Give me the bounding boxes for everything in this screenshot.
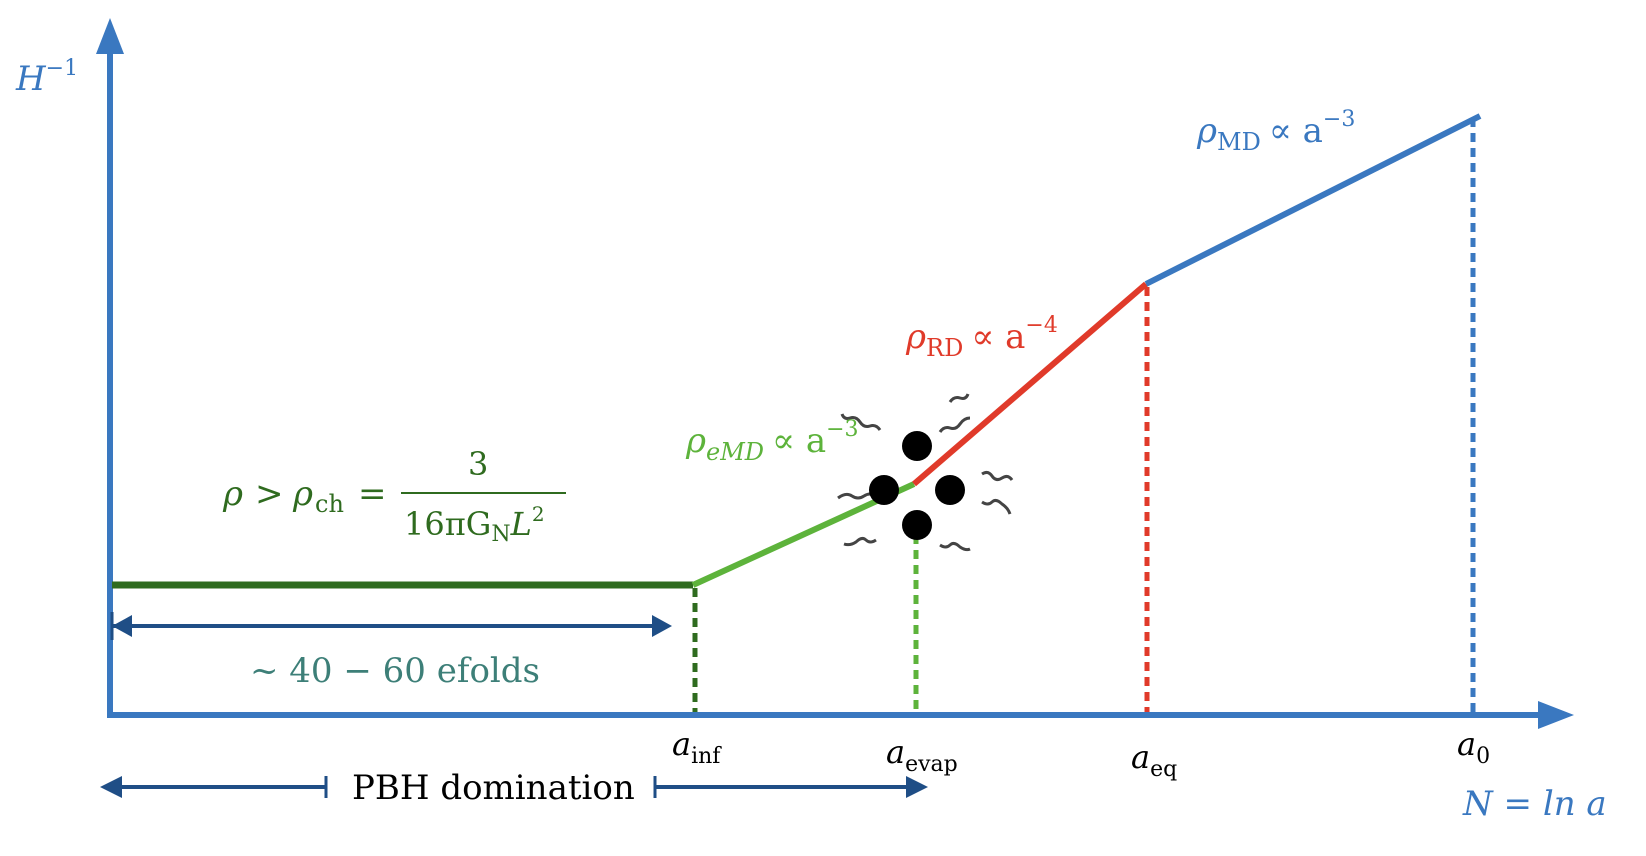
- svg-text:ρMD∝ a−3: ρMD ∝ a−3: [1196, 107, 1355, 156]
- svg-text:ρ: ρ: [292, 474, 313, 514]
- svg-text:ρ: ρ: [222, 474, 243, 514]
- pbh-dot-left: [869, 475, 899, 505]
- axes: [96, 18, 1574, 729]
- tick-a-0: a0: [1457, 725, 1490, 769]
- segment-md: [1144, 113, 1482, 287]
- tick-labels: ainf aevap aeq a0: [672, 725, 1490, 782]
- label-rho-rd: ρRD ∝ a−4: [905, 313, 1058, 362]
- tick-a-evap: aevap: [886, 733, 958, 777]
- pbh-dot-top: [902, 431, 932, 461]
- svg-text:>: >: [255, 474, 284, 514]
- pbh-domination-arrows: [100, 776, 928, 798]
- pbh-domination-label: PBH domination: [352, 768, 635, 808]
- pbh-cluster-icon: [837, 393, 1014, 552]
- svg-text:ρRD∝ a−4: ρRD ∝ a−4: [905, 313, 1058, 362]
- svg-text:=: =: [358, 474, 387, 514]
- x-axis-arrowhead: [1538, 701, 1574, 729]
- tick-a-eq: aeq: [1131, 738, 1177, 782]
- x-axis-label: N = ln a: [1462, 784, 1607, 824]
- y-axis-arrowhead: [96, 18, 124, 54]
- label-rho-ch: ρ > ρ ch = 3 16πGNL2: [222, 445, 566, 547]
- svg-text:ρeMD∝ a−3: ρeMD ∝ a−3: [685, 417, 859, 466]
- label-rho-md: ρMD ∝ a−3: [1196, 107, 1355, 156]
- pbh-dot-bottom: [902, 510, 932, 540]
- pbh-dot-right: [935, 475, 965, 505]
- svg-text:ch: ch: [315, 490, 344, 518]
- svg-text:3: 3: [468, 445, 488, 483]
- tick-a-inf: ainf: [672, 725, 722, 769]
- label-rho-emd: ρeMD ∝ a−3: [685, 417, 859, 466]
- segment-rd: [912, 281, 1148, 487]
- efolds-label: ~ 40 − 60 efolds: [250, 651, 540, 691]
- transition-markers: [692, 118, 1476, 712]
- svg-text:16πGNL2: 16πGNL2: [404, 502, 545, 547]
- y-axis-label: H−1: [15, 56, 78, 99]
- efolds-arrow: [110, 612, 672, 640]
